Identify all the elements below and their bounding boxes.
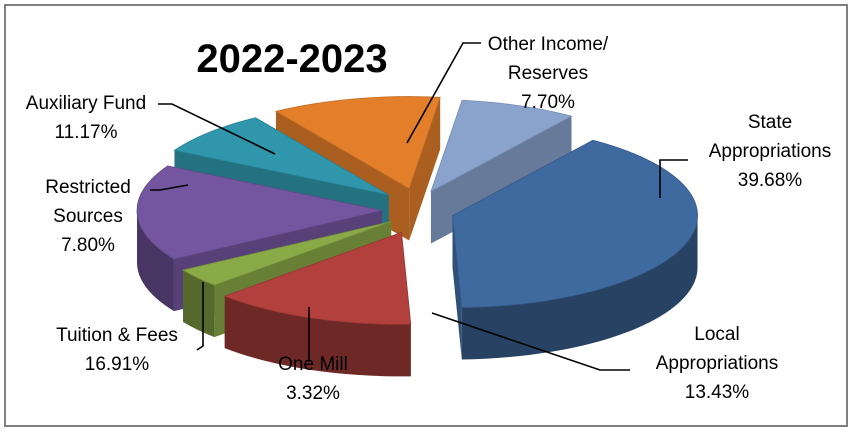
slice-name-0-1: Appropriations bbox=[709, 141, 832, 162]
slice-label-6: Other Income/Reserves 7.70% bbox=[488, 34, 609, 113]
leader-lines bbox=[150, 42, 688, 371]
leader-line-5 bbox=[158, 103, 276, 155]
slice-top-3 bbox=[136, 165, 383, 260]
slice-name-5-0: Auxiliary Fund bbox=[26, 93, 146, 114]
slice-name-0-0: State bbox=[748, 112, 792, 133]
slice-side-0 bbox=[461, 215, 698, 360]
slice-top-0 bbox=[452, 139, 698, 308]
slice-value-6: 7.70% bbox=[521, 92, 575, 113]
slice-top-6 bbox=[430, 99, 573, 193]
slice-value-5: 11.17% bbox=[54, 122, 117, 143]
slice-wall-5-1 bbox=[409, 97, 441, 241]
slice-value-2: 3.32% bbox=[286, 383, 340, 404]
chart-title: 2022-2023 bbox=[196, 37, 387, 81]
slice-label-4: Restricted Sources 7.80% bbox=[45, 177, 131, 256]
slice-name-6-1: Reserves bbox=[508, 63, 588, 84]
slice-label-5: Auxiliary Fund 11.17% bbox=[26, 93, 146, 143]
slice-side-2 bbox=[183, 270, 215, 338]
slice-wall-0-1 bbox=[452, 215, 462, 360]
slice-side-1 bbox=[224, 296, 411, 377]
leader-line-3 bbox=[196, 282, 204, 351]
leader-line-4 bbox=[150, 184, 189, 191]
leader-line-0 bbox=[659, 159, 688, 198]
slice-top-5 bbox=[274, 96, 441, 190]
slice-name-3-0: Tuition & Fees bbox=[56, 325, 178, 346]
slice-value-1: 13.43% bbox=[685, 382, 750, 403]
slice-name-1-1: Appropriations bbox=[656, 353, 779, 374]
leader-line-1 bbox=[431, 312, 630, 371]
slice-name-4-0: Restricted bbox=[45, 177, 131, 198]
slice-value-3: 16.91% bbox=[85, 354, 150, 375]
slice-name-4-1: Sources bbox=[53, 206, 123, 227]
leader-line-6 bbox=[406, 42, 481, 144]
slice-labels: State Appropriations 39.68% Local Appropriat… bbox=[26, 34, 831, 404]
slice-label-0: State Appropriations 39.68% bbox=[709, 112, 832, 191]
slice-name-2-0: One Mill bbox=[278, 354, 348, 375]
slice-value-4: 7.80% bbox=[61, 235, 115, 256]
slice-name-1-0: Local bbox=[694, 324, 739, 345]
slice-label-3: Tuition & Fees 16.91% bbox=[56, 325, 178, 375]
slice-top-2 bbox=[182, 221, 392, 286]
slice-label-2: One Mill 3.32% bbox=[278, 354, 348, 404]
slice-top-4 bbox=[173, 117, 389, 196]
slice-label-1: Local Appropriations 13.43% bbox=[656, 324, 779, 403]
slice-name-6-0: Other Income/ bbox=[488, 34, 609, 55]
slice-value-0: 39.68% bbox=[738, 170, 803, 191]
pie-tops bbox=[136, 96, 698, 325]
